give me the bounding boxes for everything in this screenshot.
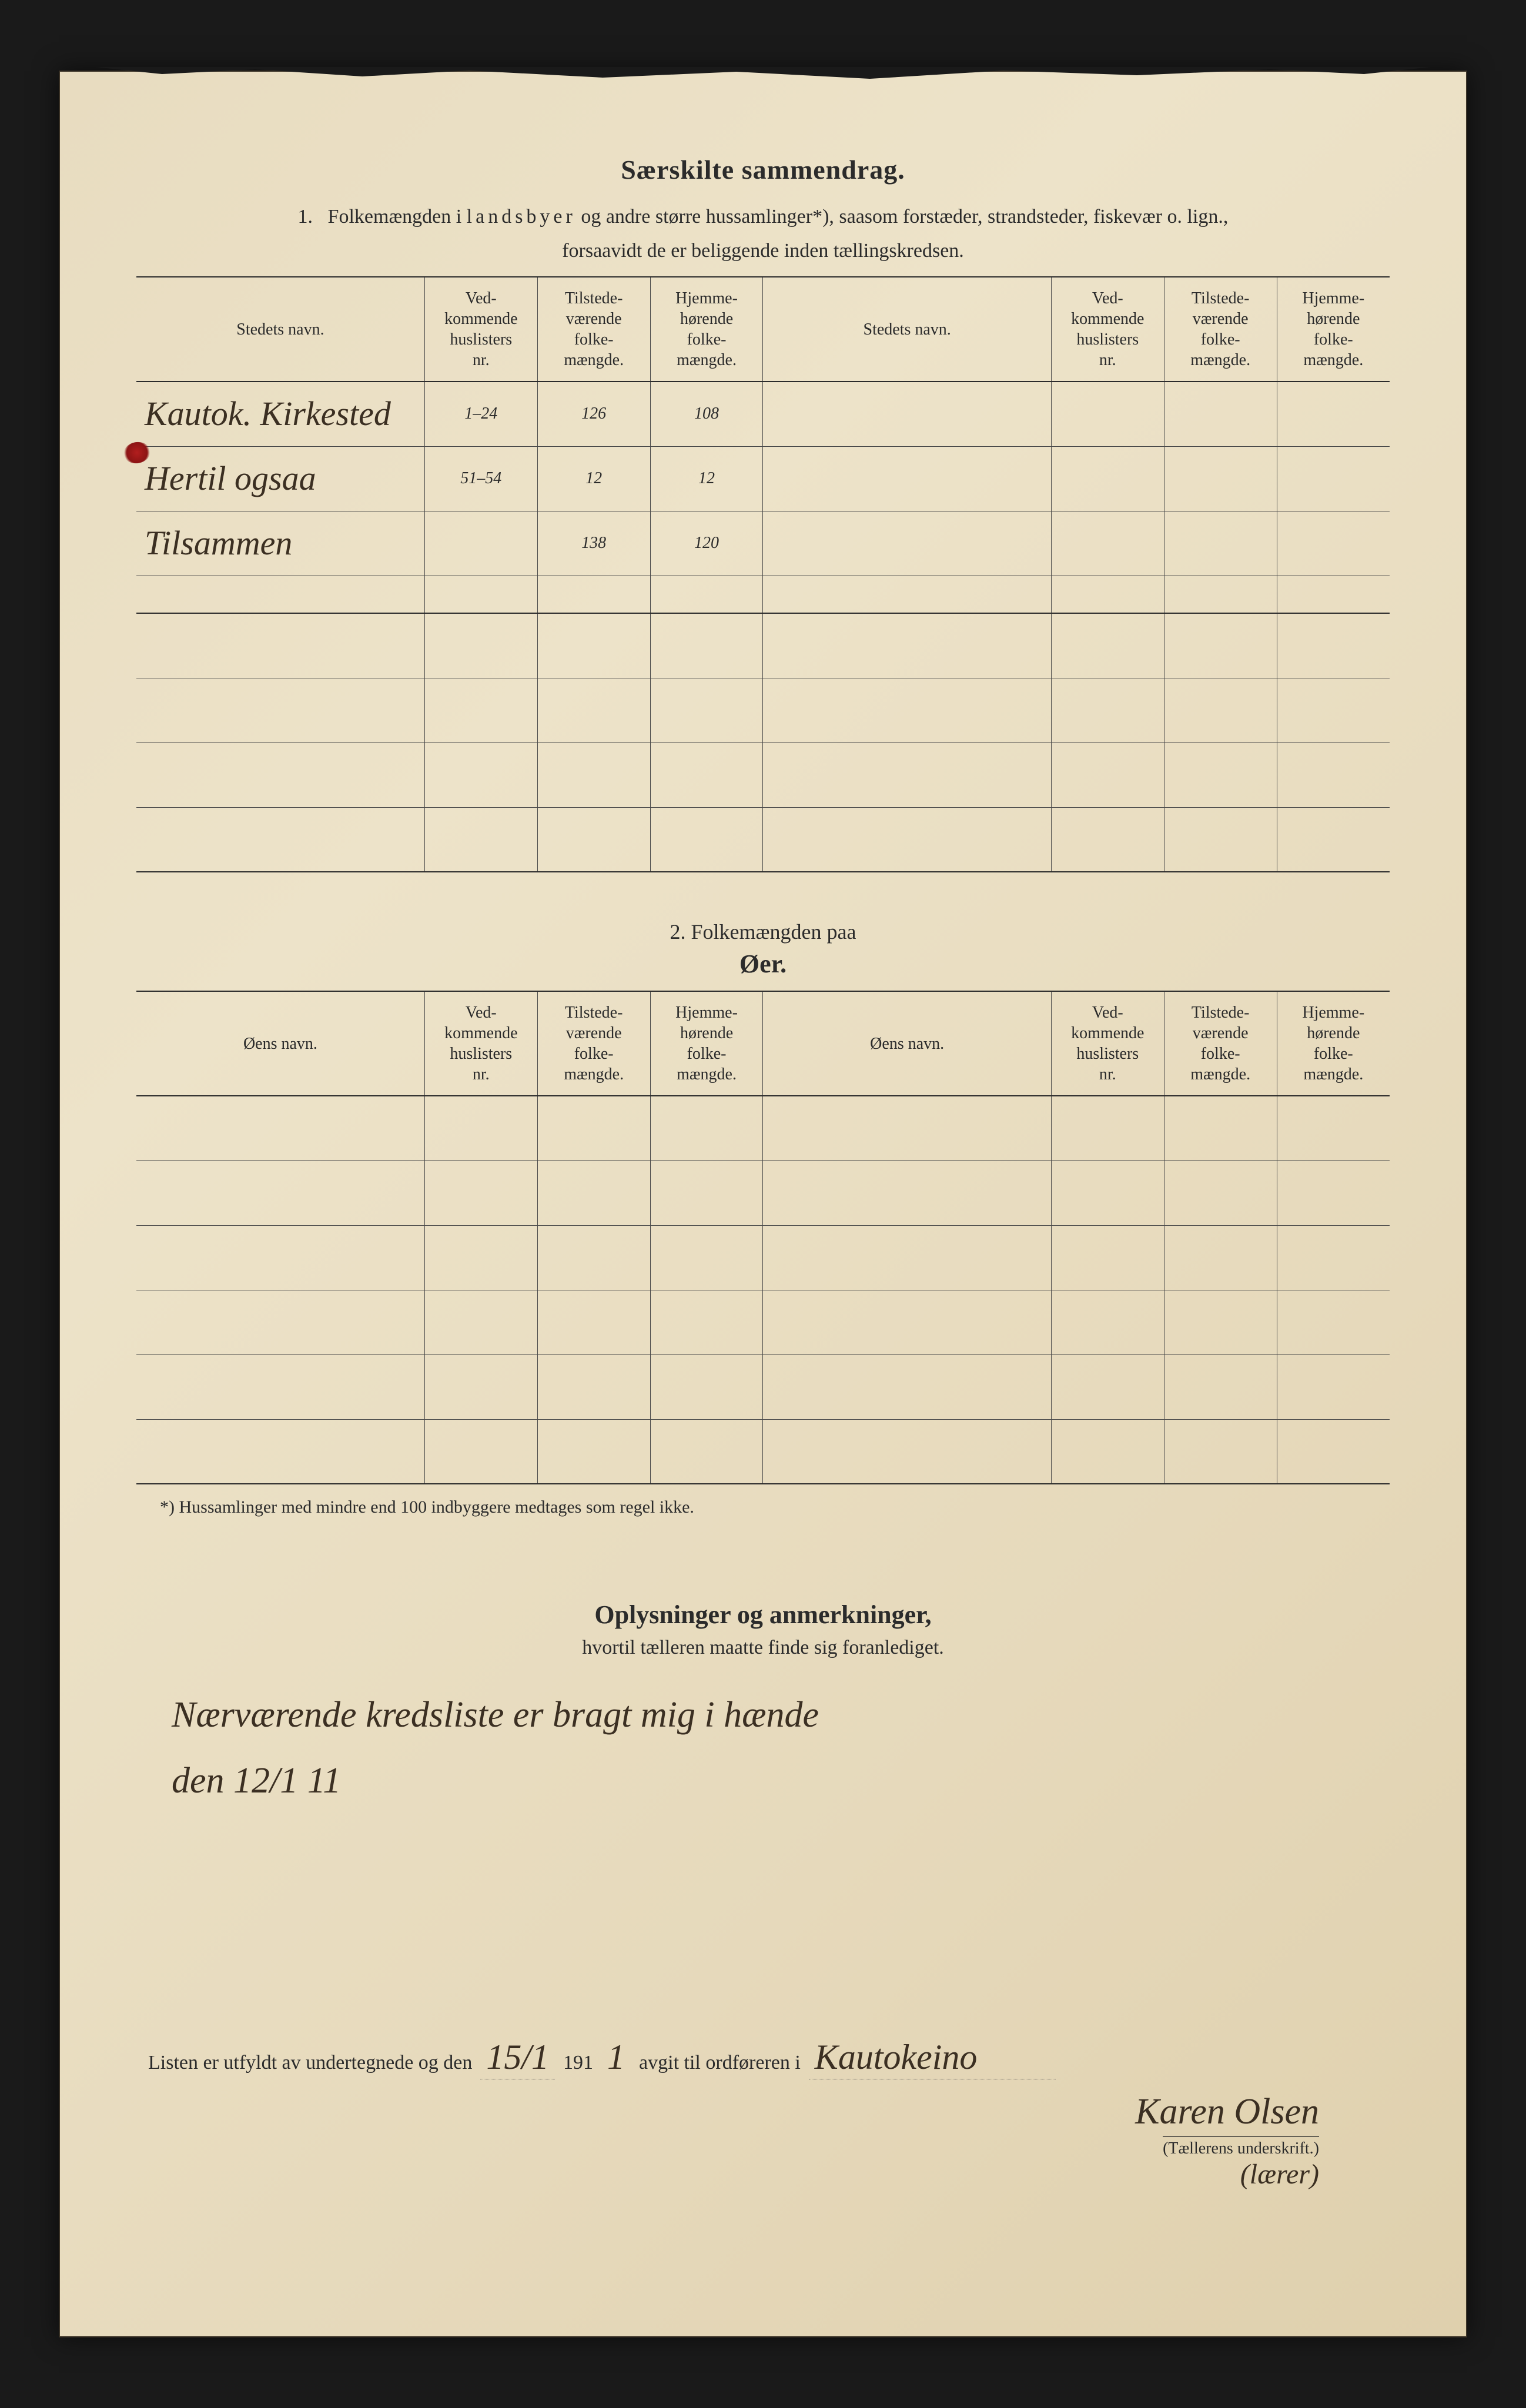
cell-resident: 12 bbox=[650, 446, 763, 511]
table-row bbox=[136, 807, 1390, 872]
section2-heading: 2. Folkemængden paa bbox=[136, 919, 1390, 944]
census-form-page: Særskilte sammendrag. 1. Folkemængden i … bbox=[59, 71, 1467, 2337]
remarks-line1: Nærværende kredsliste er bragt mig i hæn… bbox=[172, 1695, 819, 1735]
remarks-line2: den 12/1 11 bbox=[172, 1761, 341, 1801]
section1-table: Stedets navn. Ved- kommende huslisters n… bbox=[136, 276, 1390, 872]
cell-name: Kautok. Kirkested bbox=[145, 394, 391, 433]
cell-present: 126 bbox=[537, 382, 650, 446]
intro-line1c: og andre større hussamlinger*), saasom f… bbox=[576, 206, 1229, 228]
cert-prefix: Listen er utfyldt av undertegnede og den bbox=[148, 2052, 472, 2074]
table-row bbox=[136, 743, 1390, 807]
cell-name: Tilsammen bbox=[145, 524, 292, 562]
section1-intro-line2: forsaavidt de er beliggende inden tællin… bbox=[136, 237, 1390, 265]
intro-line1a: Folkemængden i bbox=[328, 206, 467, 228]
table-row bbox=[136, 576, 1390, 613]
signature-note: (lærer) bbox=[136, 2158, 1319, 2190]
footnote: *) Hussamlinger med mindre end 100 indby… bbox=[136, 1497, 1390, 1517]
col-present-2: Tilstede- værende folke- mængde. bbox=[1164, 991, 1277, 1096]
col-resident-2: Hjemme- hørende folke- mængde. bbox=[1277, 277, 1390, 382]
col-present: Tilstede- værende folke- mængde. bbox=[537, 991, 650, 1096]
table-row bbox=[136, 1096, 1390, 1160]
table-header-row: Stedets navn. Ved- kommende huslisters n… bbox=[136, 277, 1390, 382]
cell-lists bbox=[424, 511, 537, 576]
intro-num: 1. bbox=[298, 206, 313, 228]
cert-place: Kautokeino bbox=[809, 2037, 1056, 2079]
col-resident: Hjemme- hørende folke- mængde. bbox=[650, 277, 763, 382]
col-place-name: Stedets navn. bbox=[136, 277, 424, 382]
table-row bbox=[136, 1290, 1390, 1354]
signature-label: (Tællerens underskrift.) bbox=[1163, 2136, 1319, 2158]
table-row bbox=[136, 1160, 1390, 1225]
cell-present: 12 bbox=[537, 446, 650, 511]
table-row: Kautok. Kirkested 1–24 126 108 bbox=[136, 382, 1390, 446]
table-row: Hertil ogsaa 51–54 12 12 bbox=[136, 446, 1390, 511]
col-resident: Hjemme- hørende folke- mængde. bbox=[650, 991, 763, 1096]
cert-date: 15/1 bbox=[480, 2037, 555, 2079]
signature-block: Karen Olsen (Tællerens underskrift.) (læ… bbox=[136, 2091, 1390, 2190]
col-place-name-2: Stedets navn. bbox=[763, 277, 1051, 382]
col-island-name-2: Øens navn. bbox=[763, 991, 1051, 1096]
remarks-subtitle: hvortil tælleren maatte finde sig foranl… bbox=[136, 1637, 1390, 1659]
table-row bbox=[136, 1225, 1390, 1290]
col-list-nr: Ved- kommende huslisters nr. bbox=[424, 991, 537, 1096]
col-resident-2: Hjemme- hørende folke- mængde. bbox=[1277, 991, 1390, 1096]
col-list-nr-2: Ved- kommende huslisters nr. bbox=[1051, 277, 1164, 382]
table-row bbox=[136, 613, 1390, 678]
col-list-nr: Ved- kommende huslisters nr. bbox=[424, 277, 537, 382]
cell-present: 138 bbox=[537, 511, 650, 576]
cell-lists: 1–24 bbox=[424, 382, 537, 446]
section1-title: Særskilte sammendrag. bbox=[136, 154, 1390, 185]
table-header-row: Øens navn. Ved- kommende huslisters nr. … bbox=[136, 991, 1390, 1096]
intro-line1b: landsbyer bbox=[467, 206, 576, 228]
section2-table: Øens navn. Ved- kommende huslisters nr. … bbox=[136, 991, 1390, 1484]
remarks-body: Nærværende kredsliste er bragt mig i hæn… bbox=[136, 1683, 1390, 1814]
cert-year-hw: 1 bbox=[601, 2037, 631, 2079]
remarks-title: Oplysninger og anmerkninger, bbox=[136, 1600, 1390, 1630]
col-island-name: Øens navn. bbox=[136, 991, 424, 1096]
col-present: Tilstede- værende folke- mængde. bbox=[537, 277, 650, 382]
section2-title: Øer. bbox=[136, 949, 1390, 979]
table-row bbox=[136, 1354, 1390, 1419]
table-row bbox=[136, 678, 1390, 743]
section1-intro: 1. Folkemængden i landsbyer og andre stø… bbox=[136, 203, 1390, 231]
cert-year-prefix: 191 bbox=[563, 2052, 593, 2074]
col-list-nr-2: Ved- kommende huslisters nr. bbox=[1051, 991, 1164, 1096]
cert-mid: avgit til ordføreren i bbox=[639, 2052, 801, 2074]
table-row bbox=[136, 1419, 1390, 1484]
table-row: Tilsammen 138 120 bbox=[136, 511, 1390, 576]
cell-resident: 120 bbox=[650, 511, 763, 576]
signature: Karen Olsen bbox=[136, 2091, 1319, 2133]
col-present-2: Tilstede- værende folke- mængde. bbox=[1164, 277, 1277, 382]
certification-line: Listen er utfyldt av undertegnede og den… bbox=[136, 2037, 1390, 2079]
cell-resident: 108 bbox=[650, 382, 763, 446]
cell-name: Hertil ogsaa bbox=[145, 459, 316, 497]
cell-lists: 51–54 bbox=[424, 446, 537, 511]
